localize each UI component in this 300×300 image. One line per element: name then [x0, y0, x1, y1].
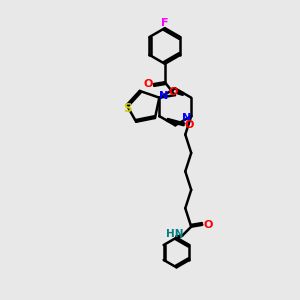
Text: N: N: [159, 91, 168, 101]
Text: S: S: [123, 102, 132, 115]
Text: O: O: [184, 120, 194, 130]
Text: O: O: [168, 87, 178, 97]
Text: O: O: [144, 79, 153, 89]
Text: N: N: [182, 112, 191, 123]
Text: F: F: [161, 18, 169, 28]
Text: O: O: [203, 220, 213, 230]
Text: HN: HN: [166, 230, 183, 239]
